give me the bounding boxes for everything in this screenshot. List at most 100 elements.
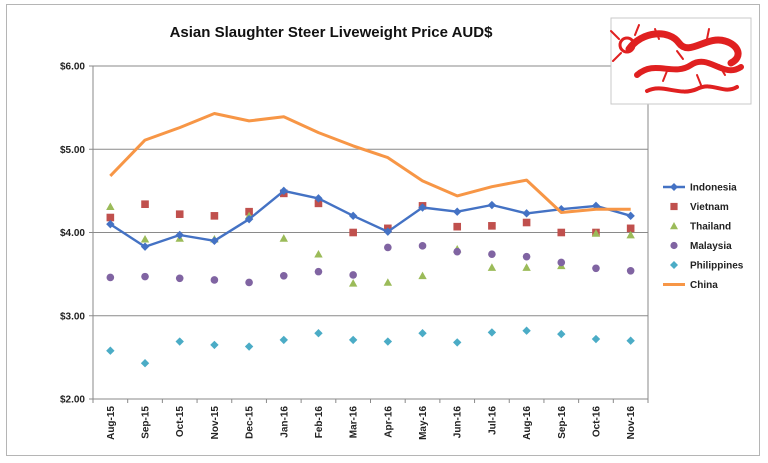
y-tick-label: $5.00 [60, 145, 85, 156]
y-axis-ticks: $2.00 $3.00 $4.00 $5.00 $6.00 [60, 62, 93, 406]
data-point-malaysia [279, 271, 288, 280]
x-tick-label: Aug-15 [106, 406, 117, 440]
legend-marker [670, 241, 678, 250]
series-line-china [109, 112, 631, 214]
y-tick-label: $2.00 [60, 395, 85, 406]
data-point-philippines [244, 342, 254, 351]
data-point-vietnam [210, 212, 219, 220]
chart-title: Asian Slaughter Steer Liveweight Price A… [170, 24, 494, 41]
data-point-philippines [557, 329, 566, 339]
data-point-malaysia [384, 243, 392, 252]
y-tick-label: $4.00 [60, 228, 85, 239]
data-point-malaysia [592, 264, 600, 273]
data-point-malaysia [210, 276, 219, 284]
data-point-vietnam [141, 200, 149, 208]
data-point-thailand [487, 263, 497, 271]
x-tick-label: Aug-16 [522, 406, 533, 440]
data-point-philippines [383, 337, 393, 346]
legend-item-china: China [663, 280, 718, 291]
x-tick-label: Jan-16 [279, 406, 290, 438]
data-point-philippines [418, 329, 427, 338]
data-point-philippines [106, 346, 115, 355]
series-layer [106, 112, 635, 368]
x-tick-label: Oct-16 [591, 406, 602, 438]
data-point-vietnam [522, 218, 531, 227]
data-point-malaysia [106, 273, 115, 282]
series-malaysia [106, 242, 635, 287]
series-china [109, 112, 631, 214]
legend-label: Indonesia [690, 183, 737, 194]
legend-marker [670, 183, 678, 191]
data-point-indonesia [106, 219, 115, 229]
data-point-malaysia [488, 250, 496, 258]
legend-item-thailand: Thailand [670, 222, 731, 233]
data-point-indonesia [383, 227, 393, 236]
legend-label: Thailand [690, 222, 731, 233]
data-point-indonesia [348, 211, 358, 221]
legend-label: Malaysia [690, 241, 732, 252]
data-point-thailand [418, 271, 427, 280]
legend-label: Philippines [690, 261, 744, 272]
x-tick-label: Jun-16 [453, 406, 464, 439]
data-point-philippines [348, 335, 358, 345]
data-point-thailand [279, 234, 288, 242]
data-point-philippines [314, 329, 323, 338]
x-tick-label: Sep-15 [141, 406, 152, 439]
x-tick-label: Sep-16 [557, 406, 568, 439]
legend-marker [670, 202, 678, 211]
data-point-indonesia [175, 230, 184, 240]
data-point-philippines [140, 359, 150, 368]
legend-item-vietnam: Vietnam [670, 202, 729, 213]
data-point-vietnam [488, 222, 496, 230]
data-point-philippines [279, 335, 288, 345]
series-line-indonesia [109, 189, 632, 248]
y-tick-label: $3.00 [60, 311, 85, 322]
x-tick-label: Oct-15 [175, 406, 186, 438]
chart-frame: Asian Slaughter Steer Liveweight Price A… [6, 4, 760, 456]
data-point-philippines [591, 334, 601, 344]
data-point-vietnam [106, 213, 115, 222]
data-point-indonesia [140, 242, 150, 251]
data-point-malaysia [522, 252, 531, 261]
data-point-malaysia [141, 272, 149, 281]
x-tick-label: May-16 [418, 406, 429, 440]
data-point-malaysia [175, 274, 184, 283]
legend-item-philippines: Philippines [670, 261, 744, 272]
gridlines [93, 148, 648, 317]
legend-marker [670, 261, 678, 269]
legend-item-malaysia: Malaysia [670, 241, 732, 252]
data-point-thailand [140, 234, 150, 243]
data-point-thailand [591, 229, 601, 237]
data-point-malaysia [626, 266, 635, 275]
line-chart: Asian Slaughter Steer Liveweight Price A… [60, 17, 752, 440]
data-point-philippines [210, 340, 219, 350]
data-point-thailand [522, 263, 531, 271]
data-point-vietnam [453, 222, 462, 231]
data-point-thailand [106, 202, 115, 211]
legend-marker [670, 222, 678, 230]
data-point-indonesia [522, 209, 531, 218]
data-point-vietnam [349, 228, 357, 237]
data-point-malaysia [453, 247, 462, 256]
x-tick-label: Dec-15 [245, 406, 256, 439]
x-tick-label: Feb-16 [314, 406, 325, 439]
logo [610, 17, 752, 105]
legend-item-indonesia: Indonesia [663, 183, 737, 194]
data-point-indonesia [279, 186, 288, 196]
data-point-malaysia [349, 271, 357, 279]
data-point-thailand [314, 249, 323, 258]
y-tick-label: $6.00 [60, 62, 85, 73]
series-philippines [106, 326, 635, 368]
x-tick-label: Nov-15 [210, 406, 221, 440]
data-point-indonesia [314, 194, 323, 203]
legend: Indonesia Vietnam Thailand Malaysia Philippi… [663, 183, 744, 291]
x-tick-label: Jul-16 [487, 406, 498, 435]
data-point-indonesia [487, 200, 497, 210]
data-point-indonesia [453, 207, 462, 216]
data-point-philippines [487, 328, 497, 337]
data-point-philippines [626, 336, 635, 345]
data-point-thailand [348, 279, 358, 287]
legend-label: China [690, 280, 718, 291]
data-point-vietnam [626, 224, 635, 233]
x-axis-ticks: Aug-15 Sep-15 Oct-15 Nov-15 Dec-15 Jan-16 Feb-… [92, 399, 649, 440]
